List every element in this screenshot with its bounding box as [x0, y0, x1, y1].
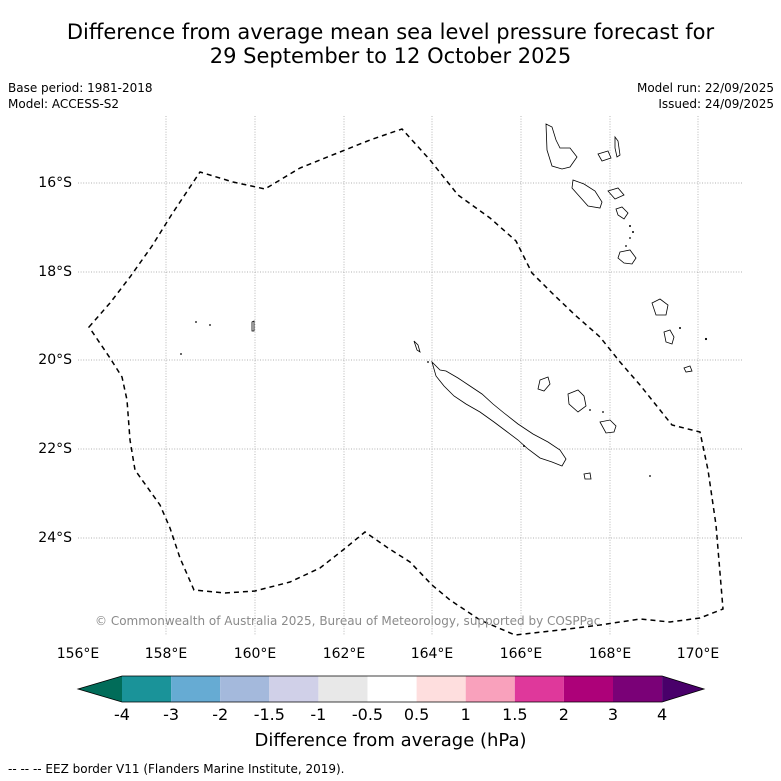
colorbar-segment-7: [465, 676, 515, 702]
colorbar-segment-1: [171, 676, 221, 702]
copyright-text: © Commonwealth of Australia 2025, Bureau…: [95, 614, 601, 628]
island-malo: [597, 150, 612, 162]
colorbar-segment-9: [563, 676, 613, 702]
colorbar-segment-6: [416, 676, 466, 702]
colorbar-segment-3: [269, 676, 319, 702]
lat-label-18s: 18°S: [38, 264, 72, 280]
island-tanna: [663, 329, 675, 345]
colorbar-segment-0: [122, 676, 172, 702]
colorbar-under-arrow: [78, 676, 122, 702]
chart-title-line1: Difference from average mean sea level p…: [66, 20, 715, 44]
colorbar-tick-label: 4: [657, 705, 668, 724]
colorbar-outline: [76, 675, 706, 703]
colorbar-tick-label: -1: [310, 705, 327, 724]
colorbar-segment-2: [220, 676, 270, 702]
colorbar-tick-label: 1: [460, 705, 471, 724]
lat-label-22s: 22°S: [38, 441, 72, 457]
model-run-text: Model run: 22/09/2025: [636, 81, 774, 95]
island-ambrym: [607, 187, 625, 200]
map-grid: [78, 116, 743, 636]
island-mare: [599, 419, 617, 434]
island-efate: [617, 249, 637, 265]
colorbar-over-arrow: [662, 676, 704, 702]
island-ouvea: [537, 376, 551, 392]
colorbar-tick-label: -2: [212, 705, 229, 724]
model-text: Model: ACCESS-S2: [8, 97, 120, 111]
colorbar-tick-label: -1.5: [253, 705, 285, 724]
colorbar-tick-label: -0.5: [351, 705, 384, 724]
island-aneityum: [683, 365, 693, 373]
chart-title-line2: 29 September to 12 October 2025: [209, 44, 572, 68]
lat-label-20s: 20°S: [38, 352, 72, 368]
colorbar-tick-label: 2: [558, 705, 569, 724]
colorbar: [76, 675, 706, 703]
lon-label-156e: 156°E: [56, 646, 100, 662]
eez-legend-text: -- -- -- EEZ border V11 (Flanders Marine…: [8, 762, 345, 776]
colorbar-segment-4: [318, 676, 368, 702]
lon-label-170e: 170°E: [676, 646, 720, 662]
colorbar-tick-label: -3: [163, 705, 180, 724]
lon-label-162e: 162°E: [322, 646, 366, 662]
islands: [251, 123, 693, 480]
lon-label-158e: 158°E: [144, 646, 188, 662]
colorbar-segment-5: [367, 676, 417, 702]
island-new-caledonia: [431, 360, 567, 467]
island-pines: [583, 472, 592, 480]
island-lifou: [567, 389, 587, 413]
colorbar-segment-10: [613, 676, 663, 702]
lat-label-16s: 16°S: [38, 175, 72, 191]
lon-label-160e: 160°E: [233, 646, 277, 662]
lat-label-24s: 24°S: [38, 530, 72, 546]
island-belep: [413, 340, 421, 353]
island-espiritu-santo: [545, 123, 578, 170]
colorbar-title: Difference from average (hPa): [254, 730, 527, 751]
island-chesterfield: [251, 320, 255, 332]
island-malakula: [571, 179, 603, 209]
colorbar-segment-8: [514, 676, 564, 702]
lon-label-164e: 164°E: [410, 646, 454, 662]
colorbar-tick-label: 0.5: [403, 705, 430, 724]
island-erromango: [651, 298, 669, 316]
colorbar-tick-label: 1.5: [502, 705, 528, 724]
base-period-text: Base period: 1981-2018: [8, 81, 153, 95]
island-maewo: [614, 135, 621, 158]
islets: [180, 225, 708, 477]
colorbar-tick-label: -4: [114, 705, 130, 724]
issued-text: Issued: 24/09/2025: [658, 97, 774, 111]
lon-label-168e: 168°E: [588, 646, 632, 662]
map-background: [78, 116, 743, 636]
island-epi: [615, 206, 629, 220]
lon-label-166e: 166°E: [499, 646, 543, 662]
colorbar-tick-label: 3: [607, 705, 619, 724]
eez-border: [88, 128, 724, 636]
